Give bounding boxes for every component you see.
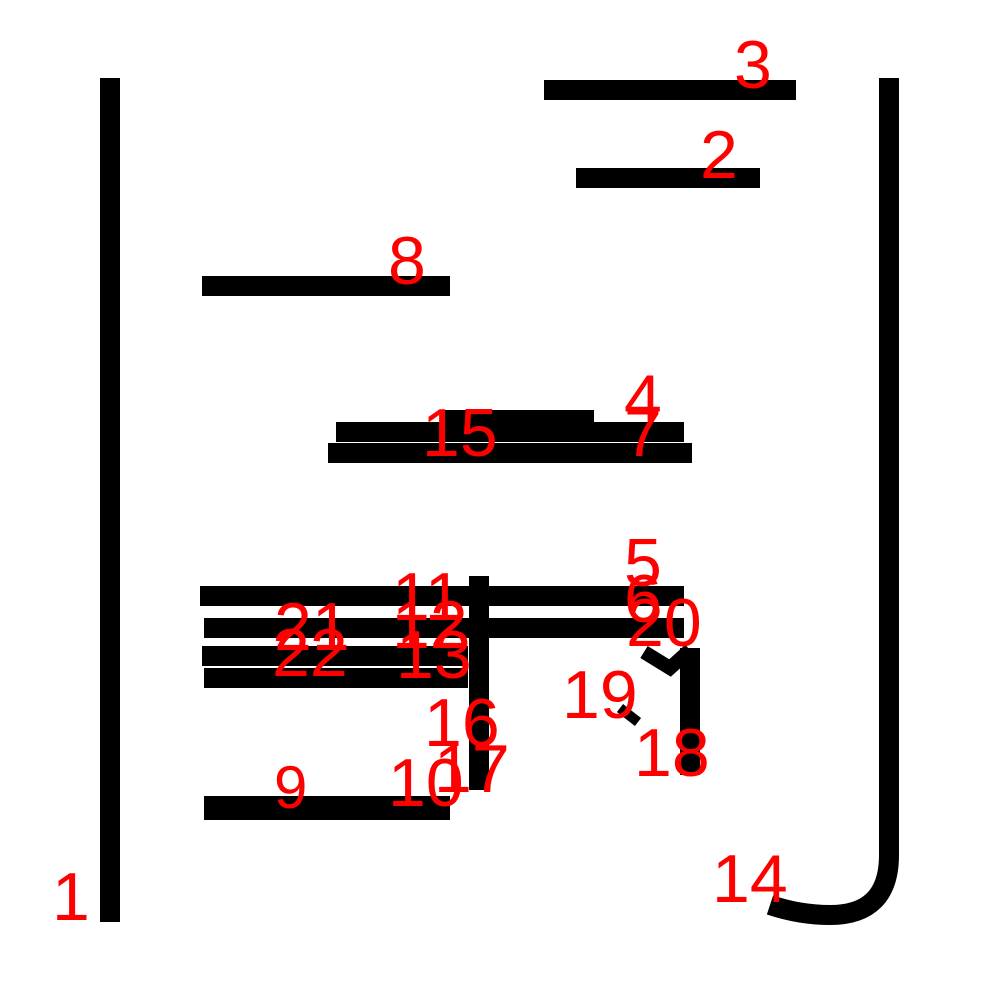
label-17: 17 xyxy=(434,731,510,807)
label-7: 7 xyxy=(624,395,662,471)
stroke-19-tick xyxy=(616,704,642,726)
label-1: 1 xyxy=(52,859,90,935)
label-16: 16 xyxy=(424,685,500,761)
label-5: 5 xyxy=(624,525,662,601)
label-19: 19 xyxy=(562,657,638,733)
label-11: 11 xyxy=(392,559,463,635)
label-21: 21 xyxy=(274,589,350,665)
label-22: 22 xyxy=(272,615,348,691)
label-12: 12 xyxy=(392,587,468,663)
label-18: 18 xyxy=(634,715,710,791)
label-2: 2 xyxy=(700,117,738,193)
label-14: 14 xyxy=(712,841,788,917)
stroke-20-tick xyxy=(640,644,695,677)
label-3: 3 xyxy=(734,27,772,103)
label-4: 4 xyxy=(624,361,662,437)
label-8: 8 xyxy=(388,223,426,299)
label-6: 6 xyxy=(624,561,662,637)
labels-group: 1 2 3 4 5 6 7 8 9 10 11 12 13 14 15 16 1… xyxy=(52,27,788,935)
strokes-group xyxy=(100,78,899,926)
label-9-stack: 9 xyxy=(274,754,307,821)
label-10: 10 xyxy=(388,745,464,821)
label-20: 20 xyxy=(626,585,702,661)
label-13: 13 xyxy=(396,617,472,693)
label-15: 15 xyxy=(422,395,498,471)
stroke-14-right-bar-hook xyxy=(766,78,899,926)
